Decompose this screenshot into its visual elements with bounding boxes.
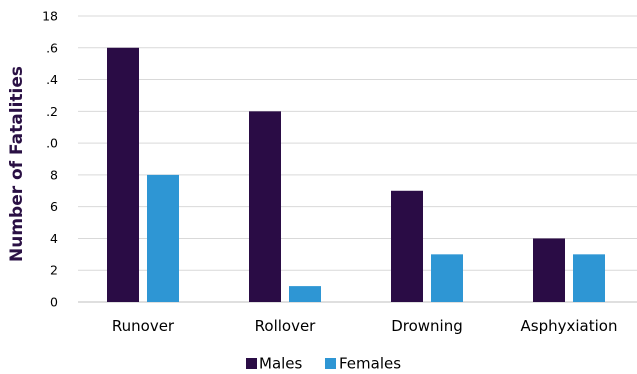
y-tick-label: 18 [42, 9, 58, 24]
bar-males-runover [107, 47, 139, 303]
y-tick-label: .0 [46, 136, 58, 151]
x-category-label: Rollover [255, 317, 317, 335]
y-tick-label: .4 [46, 72, 58, 87]
y-tick-label: 2 [50, 263, 58, 278]
y-tick-label: .2 [46, 104, 58, 119]
y-tick-label: 0 [50, 295, 58, 310]
y-tick-label: 6 [50, 199, 58, 214]
legend-label-females: Females [339, 355, 401, 373]
bar-males-drowning [391, 190, 423, 302]
bar-females-rollover [289, 286, 321, 302]
x-category-labels: Runover Rollover Drowning Asphyxiation [112, 317, 618, 335]
legend: Males Females [246, 355, 401, 373]
y-tick-label: .6 [46, 40, 58, 55]
legend-swatch-females [325, 358, 336, 369]
x-category-label: Asphyxiation [521, 317, 618, 335]
bar-males-rollover [249, 111, 281, 302]
y-tick-label: 4 [50, 231, 58, 246]
y-tick-label: 8 [50, 167, 58, 182]
bar-males-asphyxiation [533, 238, 565, 302]
x-category-label: Runover [112, 317, 175, 335]
bars [107, 47, 605, 303]
bar-females-asphyxiation [573, 254, 605, 302]
bar-females-drowning [431, 254, 463, 302]
y-axis-title: Number of Fatalities [7, 66, 27, 262]
y-tick-labels: 0 2 4 6 8 .0 .2 .4 .6 18 [42, 9, 58, 310]
bar-females-runover [147, 174, 179, 302]
legend-swatch-males [246, 358, 257, 369]
x-category-label: Drowning [391, 317, 463, 335]
legend-label-males: Males [259, 355, 303, 373]
